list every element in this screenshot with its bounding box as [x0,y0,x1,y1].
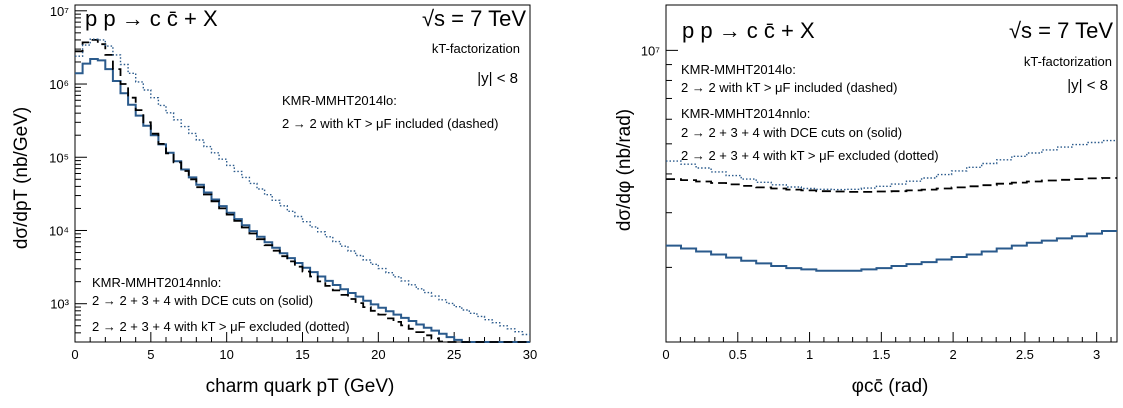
x-tick-label: 10 [219,347,233,362]
annotation-line: 2 → 2 + 3 + 4 with DCE cuts on (solid) [681,125,902,140]
y-tick-label: 10⁵ [49,150,69,165]
model-label: kT-factorization [432,41,520,56]
x-axis-label: φcc̄ (rad) [852,376,929,397]
annotation-line: KMR-MMHT2014nnlo: [92,275,221,290]
y-tick-label: 10⁴ [49,223,69,238]
y-tick-label: 10⁷ [50,4,69,19]
process-label: p p → c c̄ + X [85,6,218,31]
annotation-line: KMR-MMHT2014lo: [681,62,796,77]
annotation-line: KMR-MMHT2014nnlo: [681,106,810,121]
annotation-line: 2 → 2 with kT > μF included (dashed) [282,116,498,131]
series-dotted [75,38,530,336]
series-dashed [666,177,1117,193]
x-tick-label: 0 [662,347,669,362]
x-tick-label: 2 [949,347,956,362]
series-solid [666,230,1117,272]
x-tick-label: 20 [371,347,385,362]
x-tick-label: 5 [147,347,154,362]
energy-label: √s = 7 TeV [1009,18,1113,43]
model-label: kT-factorization [1024,54,1112,69]
series-dashed [75,39,530,343]
x-axis-label: charm quark pT (GeV) [206,376,395,397]
series-dotted [666,139,1117,191]
y-tick-label: 10³ [50,297,69,312]
annotation-line: 2 → 2 with kT > μF included (dashed) [681,80,897,95]
rapidity-label: |y| < 8 [477,70,518,87]
annotation-line: 2 → 2 + 3 + 4 with kT > μF excluded (dot… [92,319,350,334]
y-axis-label: dσ/dφ (nb/rad) [614,109,635,231]
x-tick-label: 2.5 [1016,347,1034,362]
x-tick-label: 30 [523,347,537,362]
annotation-line: KMR-MMHT2014lo: [282,93,397,108]
y-tick-label: 10⁶ [49,77,69,92]
process-label: p p → c c̄ + X [682,18,815,43]
y-tick-label: 10⁷ [641,43,660,58]
y-axis-label: dσ/dpT (nb/GeV) [11,107,32,249]
x-tick-label: 1.5 [872,347,890,362]
x-tick-label: 1 [806,347,813,362]
x-tick-label: 25 [447,347,461,362]
chart-panel-1: 0 5 10 15 20 25 30 10³ 10⁴ 10⁵ 10⁶ 10⁷ p p → c c̄ + … [11,4,537,397]
x-tick-label: 0 [71,347,78,362]
x-tick-label: 3 [1093,347,1100,362]
annotation-line: 2 → 2 + 3 + 4 with DCE cuts on (solid) [92,293,313,308]
annotation-line: 2 → 2 + 3 + 4 with kT > μF excluded (dot… [681,148,939,163]
x-tick-label: 15 [295,347,309,362]
x-tick-label: 0.5 [729,347,747,362]
rapidity-label: |y| < 8 [1067,77,1108,94]
chart-panel-2: 0 0.5 1 1.5 2 2.5 3 10⁷ p p → c c̄ + X √s = 7 TeV… [614,4,1118,397]
energy-label: √s = 7 TeV [422,6,526,31]
